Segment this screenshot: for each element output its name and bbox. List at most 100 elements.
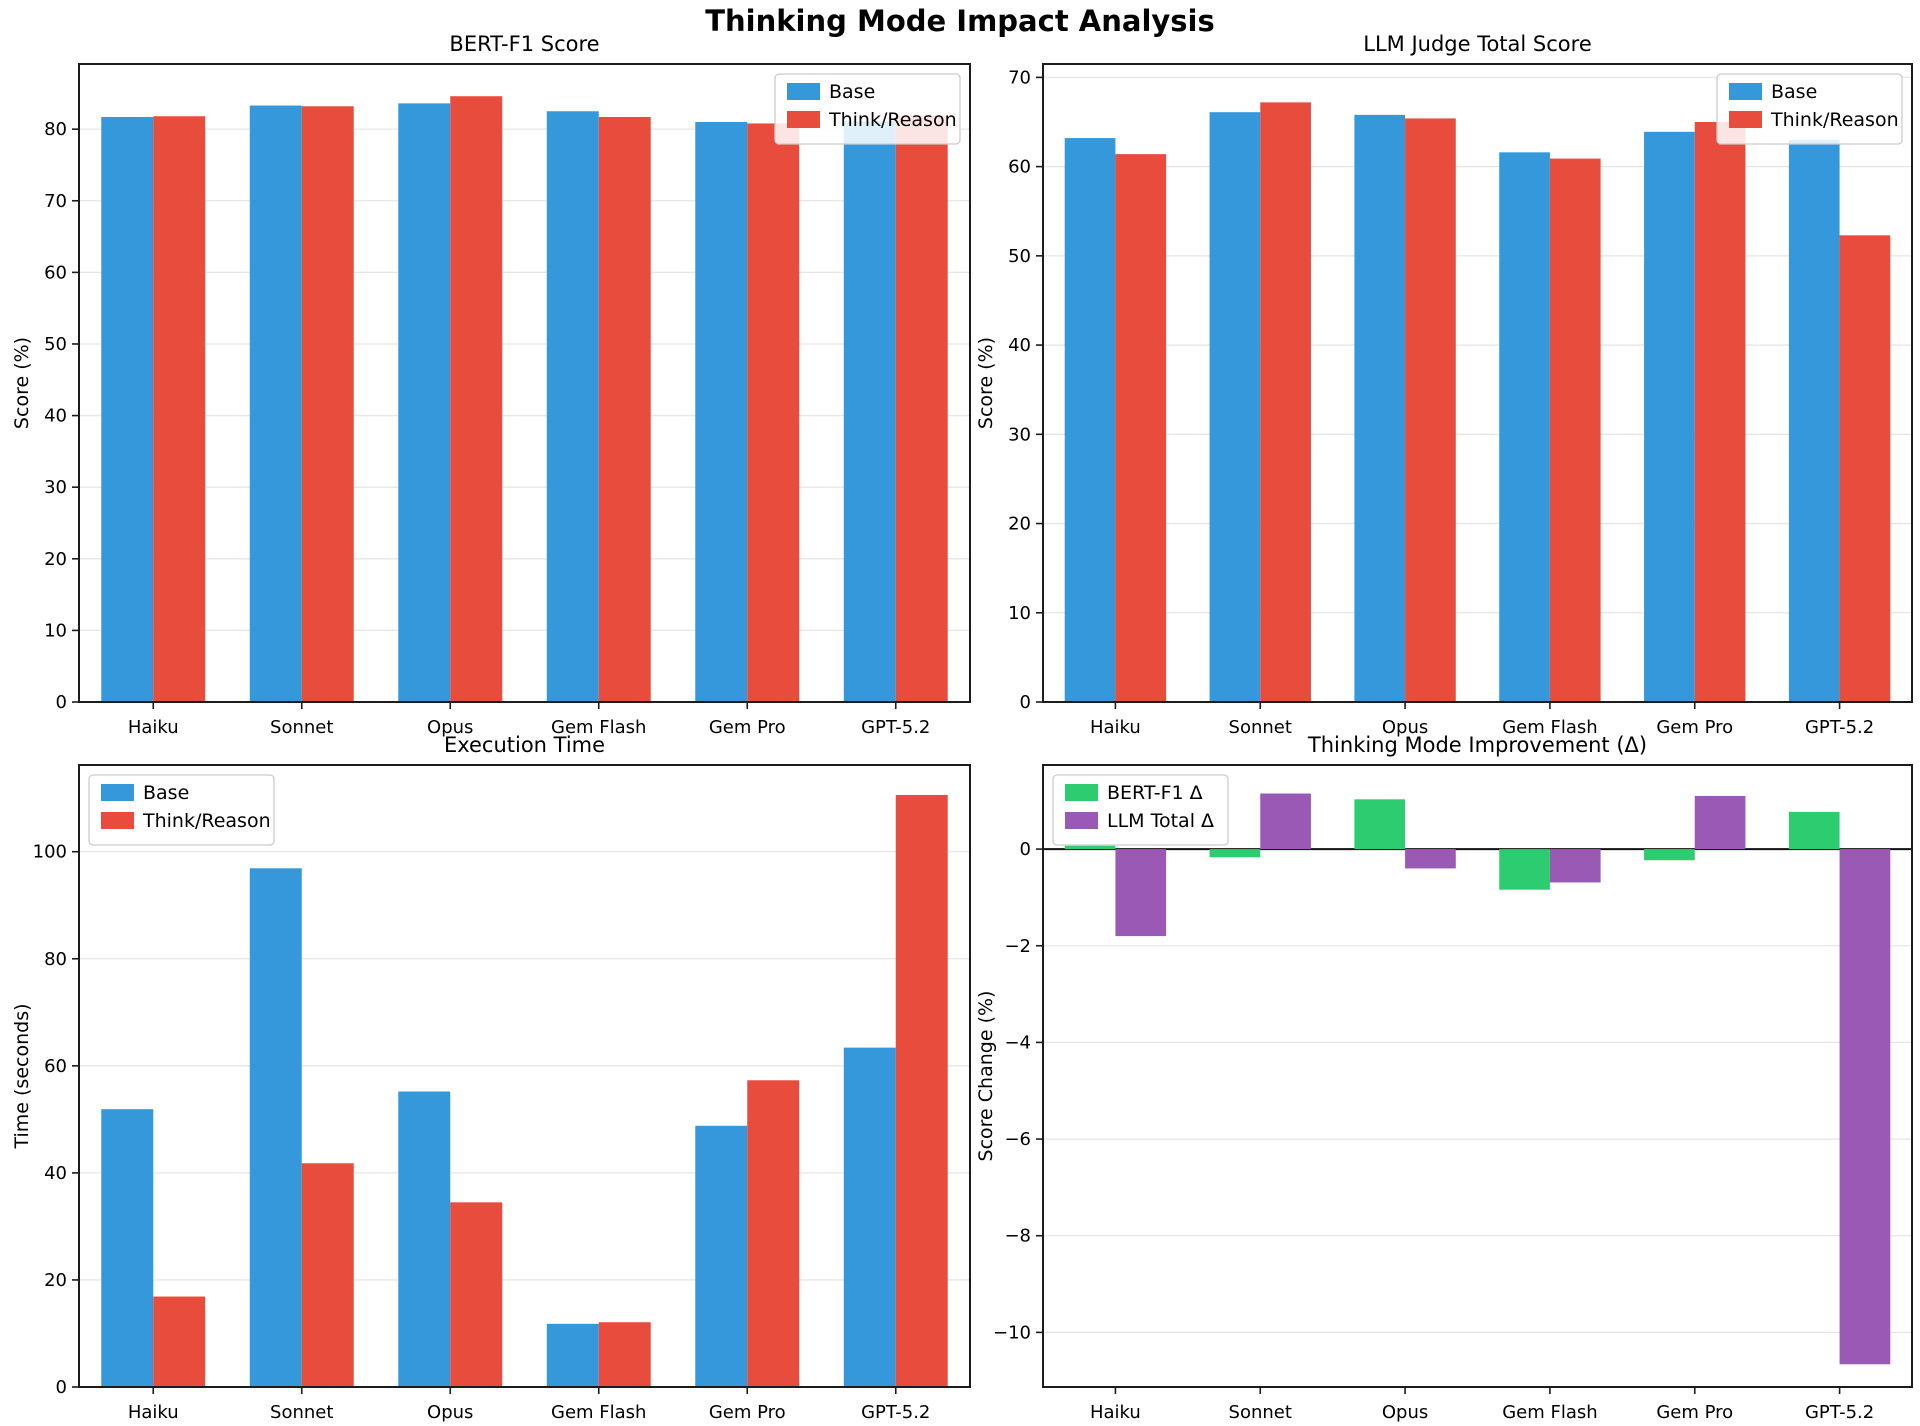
bar-execution-time-sonnet-think-reason [301,1163,354,1387]
axes-frame-execution-time [78,764,971,1388]
chart-title-bert-f1-score: BERT-F1 Score [449,32,599,56]
bar-bert-f1-score-haiku-think-reason [153,116,206,702]
y-tick-label-llm-judge-total-score-70: 70 [1008,67,1031,88]
bar-llm-judge-total-score-gpt-5-2-base [1788,139,1840,702]
legend-swatch-think-reason [101,812,134,829]
x-tick-label-execution-time-gem-flash: Gem Flash [551,1402,646,1423]
bar-thinking-mode-improvement-opus-bert-f1 [1354,799,1406,850]
bar-execution-time-gem-flash-think-reason [598,1322,651,1387]
y-tick-label-llm-judge-total-score-40: 40 [1008,335,1031,356]
x-tick-label-bert-f1-score-haiku: Haiku [128,717,179,738]
x-tick-label-execution-time-gpt-5-2: GPT-5.2 [861,1402,930,1423]
bar-bert-f1-score-opus-base [398,103,451,703]
axes-frame-thinking-mode-improvement [1042,764,1913,1388]
y-tick-label-bert-f1-score-80: 80 [44,119,67,140]
bar-thinking-mode-improvement-gem-pro-bert-f1 [1644,849,1695,861]
chart-llm-judge-total-score: 0 10 20 30 40 50 60 70 Haiku Sonnet Opus Gem Flash G… [975,32,1913,738]
bar-bert-f1-score-gem-flash-base [546,111,599,702]
bar-execution-time-gpt-5-2-think-reason [895,794,948,1387]
y-tick-label-bert-f1-score-60: 60 [44,262,67,283]
bar-thinking-mode-improvement-gem-flash-llm-total [1549,849,1601,883]
chart-title-thinking-mode-improvement: Thinking Mode Improvement (Δ) [1307,733,1647,757]
bar-thinking-mode-improvement-gpt-5-2-llm-total [1839,849,1891,1365]
y-tick-label-bert-f1-score-0: 0 [56,692,67,713]
legend-swatch-base [787,83,820,100]
y-tick-label-execution-time-80: 80 [44,949,67,970]
legend-swatch-llm-total [1065,812,1098,829]
y-tick-label-bert-f1-score-20: 20 [44,549,67,570]
legend-thinking-mode-improvement: BERT-F1 Δ LLM Total Δ [1052,774,1229,846]
bar-execution-time-haiku-think-reason [153,1296,206,1387]
bar-thinking-mode-improvement-sonnet-llm-total [1260,793,1311,850]
bar-llm-judge-total-score-haiku-base [1064,138,1116,703]
bar-llm-judge-total-score-gpt-5-2-think-reason [1839,235,1891,703]
x-tick-label-llm-judge-total-score-sonnet: Sonnet [1229,717,1292,738]
y-tick-label-execution-time-0: 0 [56,1377,67,1398]
bar-llm-judge-total-score-gem-flash-base [1499,152,1550,703]
bar-llm-judge-total-score-gem-pro-base [1644,131,1695,703]
y-tick-label-llm-judge-total-score-30: 30 [1008,424,1031,445]
bar-llm-judge-total-score-gem-flash-think-reason [1549,158,1601,703]
bar-llm-judge-total-score-opus-base [1354,114,1406,702]
chart-bert-f1-score: 0 10 20 30 40 50 60 70 80 Haiku Sonnet Opus Gem Flas… [11,32,971,738]
x-tick-label-execution-time-gem-pro: Gem Pro [709,1402,786,1423]
legend-execution-time: Base Think/Reason [88,774,275,846]
legend-swatch-base [101,784,134,801]
y-tick-label-bert-f1-score-70: 70 [44,191,67,212]
y-tick-label-thinking-mode-improvement--2: −2 [1004,936,1031,957]
bar-bert-f1-score-gem-flash-think-reason [598,116,651,702]
y-tick-label-llm-judge-total-score-10: 10 [1008,603,1031,624]
y-tick-label-llm-judge-total-score-0: 0 [1020,692,1031,713]
bar-thinking-mode-improvement-haiku-llm-total [1115,849,1167,937]
y-tick-label-bert-f1-score-50: 50 [44,334,67,355]
bar-execution-time-gem-pro-think-reason [747,1080,800,1387]
bar-bert-f1-score-opus-think-reason [450,96,503,702]
bar-bert-f1-score-sonnet-think-reason [301,106,354,703]
legend-label-llm-total: LLM Total Δ [1107,810,1214,832]
bar-thinking-mode-improvement-sonnet-bert-f1 [1209,849,1261,858]
x-tick-label-thinking-mode-improvement-haiku: Haiku [1090,1402,1141,1423]
bar-llm-judge-total-score-opus-think-reason [1405,118,1456,702]
y-tick-label-thinking-mode-improvement--8: −8 [1004,1226,1031,1247]
x-tick-label-bert-f1-score-gem-pro: Gem Pro [709,717,786,738]
x-tick-label-thinking-mode-improvement-sonnet: Sonnet [1229,1402,1292,1423]
bar-thinking-mode-improvement-opus-llm-total [1405,849,1456,869]
legend-swatch-bert-f1 [1065,784,1098,801]
bar-execution-time-sonnet-base [249,868,302,1387]
axes-frame-bert-f1-score [78,63,971,703]
bar-execution-time-opus-think-reason [450,1202,503,1387]
figure-title: Thinking Mode Impact Analysis [705,4,1215,38]
legend-label-bert-f1: BERT-F1 Δ [1107,782,1203,804]
x-tick-label-thinking-mode-improvement-gem-pro: Gem Pro [1656,1402,1733,1423]
y-axis-label-thinking-mode-improvement: Score Change (%) [975,991,997,1162]
legend-swatch-think-reason [1729,111,1762,128]
chart-thinking-mode-improvement: 0 −2 −4 −6 −8 −10 Haiku Sonnet Opus Gem Flash Gem … [975,733,1913,1423]
legend-box [88,774,275,846]
y-tick-label-bert-f1-score-10: 10 [44,620,67,641]
bar-thinking-mode-improvement-gem-flash-bert-f1 [1499,849,1550,890]
chart-execution-time: 0 20 40 60 80 100 Haiku Sonnet Opus Gem Flash Gem … [11,733,971,1423]
legend-swatch-think-reason [787,111,820,128]
y-axis-label-bert-f1-score: Score (%) [11,337,33,429]
x-tick-label-thinking-mode-improvement-gpt-5-2: GPT-5.2 [1805,1402,1874,1423]
x-tick-label-llm-judge-total-score-gem-pro: Gem Pro [1656,717,1733,738]
legend-box [1716,73,1903,145]
bar-llm-judge-total-score-sonnet-base [1209,112,1261,702]
legend-bert-f1-score: Base Think/Reason [774,73,961,145]
x-tick-label-llm-judge-total-score-haiku: Haiku [1090,717,1141,738]
y-tick-label-thinking-mode-improvement--4: −4 [1004,1032,1031,1053]
x-tick-label-bert-f1-score-gpt-5-2: GPT-5.2 [861,717,930,738]
bar-execution-time-gem-flash-base [546,1323,599,1387]
bar-bert-f1-score-gem-pro-think-reason [747,123,800,702]
bar-execution-time-gem-pro-base [695,1125,748,1387]
y-tick-label-execution-time-100: 100 [33,842,67,863]
x-tick-label-execution-time-haiku: Haiku [128,1402,179,1423]
y-tick-label-bert-f1-score-40: 40 [44,406,67,427]
legend-label-base: Base [143,782,189,804]
bar-thinking-mode-improvement-gem-pro-llm-total [1694,795,1746,850]
y-tick-label-execution-time-40: 40 [44,1163,67,1184]
bar-bert-f1-score-gpt-5-2-think-reason [895,115,948,703]
bar-bert-f1-score-gpt-5-2-base [843,121,896,703]
chart-title-execution-time: Execution Time [444,733,605,757]
